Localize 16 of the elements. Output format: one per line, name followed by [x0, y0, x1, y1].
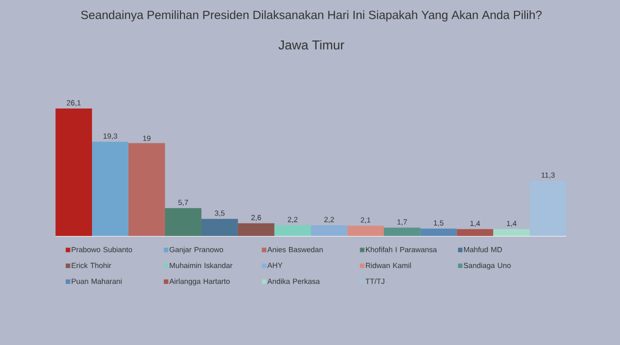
- bar: [384, 227, 420, 236]
- bar: [238, 223, 274, 236]
- chart-subtitle: Jawa Timur: [278, 40, 344, 50]
- bar: [56, 108, 92, 236]
- bar: [310, 224, 348, 236]
- bar: [164, 208, 202, 236]
- bar: [201, 218, 238, 236]
- bar: [420, 228, 457, 236]
- bar: [347, 225, 384, 236]
- bar: [530, 180, 566, 236]
- bar: [456, 228, 494, 236]
- bar: [493, 228, 530, 236]
- bar: [128, 142, 165, 236]
- chart-title: Seandainya Pemilihan Presiden Dilaksanakan Hari Ini Siapakah Yang Akan Anda Pilih?: [81, 10, 542, 22]
- bar: [274, 224, 311, 236]
- bar: [92, 142, 128, 236]
